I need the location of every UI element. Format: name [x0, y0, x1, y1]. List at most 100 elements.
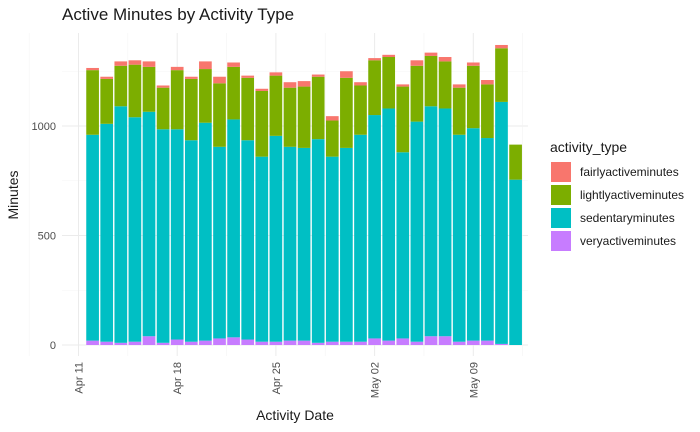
bar-segment-lightlyactiveminutes [340, 77, 353, 148]
bar-segment-fairlyactiveminutes [424, 52, 438, 56]
bar-segment-sedentaryminutes [86, 134, 99, 341]
legend-title: activity_type [550, 139, 627, 155]
bar-segment-veryactiveminutes [297, 340, 311, 345]
bar-segment-fairlyactiveminutes [452, 84, 466, 88]
bar-segment-veryactiveminutes [340, 341, 353, 345]
bar-segment-lightlyactiveminutes [86, 70, 99, 135]
x-tick-label: Apr 11 [74, 362, 86, 394]
y-tick-label: 1000 [32, 121, 56, 133]
bar-segment-veryactiveminutes [142, 336, 156, 345]
bar-segment-lightlyactiveminutes [227, 66, 240, 120]
bar-segment-fairlyactiveminutes [466, 62, 480, 66]
bar-segment-veryactiveminutes [495, 343, 508, 345]
bar-segment-sedentaryminutes [184, 140, 198, 342]
bar-segment-veryactiveminutes [452, 341, 466, 345]
bar-segment-sedentaryminutes [452, 134, 466, 342]
bar-segment-sedentaryminutes [255, 156, 269, 342]
bar-segment-sedentaryminutes [156, 129, 170, 343]
x-tick-label: Apr 25 [271, 362, 283, 394]
bar-segment-fairlyactiveminutes [213, 76, 226, 84]
bar-segment-fairlyactiveminutes [199, 61, 212, 70]
bar-segment-sedentaryminutes [495, 101, 508, 344]
bar-segment-fairlyactiveminutes [340, 71, 353, 78]
bar-segment-lightlyactiveminutes [156, 87, 170, 130]
bar-segment-veryactiveminutes [128, 341, 142, 345]
bar-segment-lightlyactiveminutes [354, 85, 367, 135]
bar-segment-veryactiveminutes [227, 337, 240, 345]
bar-segment-lightlyactiveminutes [382, 57, 396, 109]
legend-key-veryactiveminutes [551, 231, 571, 251]
bar-segment-sedentaryminutes [283, 146, 297, 341]
bar-segment-sedentaryminutes [142, 111, 156, 337]
bar-segment-fairlyactiveminutes [241, 75, 255, 78]
bar-segment-fairlyactiveminutes [114, 61, 128, 66]
bar-segment-veryactiveminutes [283, 340, 297, 345]
bar-segment-lightlyactiveminutes [424, 55, 438, 107]
bar-segment-sedentaryminutes [170, 129, 184, 340]
bar-segment-veryactiveminutes [241, 339, 255, 345]
bar-segment-lightlyactiveminutes [114, 65, 128, 107]
bar-segment-lightlyactiveminutes [452, 87, 466, 135]
legend: activity_type fairlyactiveminutes lightly… [550, 139, 684, 251]
bar-segment-veryactiveminutes [114, 342, 128, 345]
bar-segment-sedentaryminutes [396, 152, 410, 339]
bar-segment-lightlyactiveminutes [128, 64, 142, 118]
bar-segment-sedentaryminutes [438, 108, 452, 337]
bar-segment-sedentaryminutes [128, 117, 142, 342]
bar-segment-lightlyactiveminutes [269, 75, 283, 136]
bar-segment-lightlyactiveminutes [297, 86, 311, 148]
bar-segment-fairlyactiveminutes [396, 84, 410, 87]
legend-label: sedentaryminutes [580, 211, 675, 225]
bar-segment-veryactiveminutes [438, 336, 452, 345]
bar-segment-veryactiveminutes [199, 340, 212, 345]
bar-segment-veryactiveminutes [184, 341, 198, 345]
bar-segment-sedentaryminutes [114, 106, 128, 343]
bar-segment-sedentaryminutes [382, 108, 396, 341]
bar-segment-sedentaryminutes [368, 115, 381, 339]
bar-segment-fairlyactiveminutes [495, 44, 508, 49]
bar-segment-veryactiveminutes [354, 341, 367, 345]
bar-segment-veryactiveminutes [311, 342, 325, 345]
bar-segment-lightlyactiveminutes [142, 66, 156, 112]
bar-segment-veryactiveminutes [86, 340, 99, 345]
bar-segment-fairlyactiveminutes [100, 76, 114, 79]
bar-segment-lightlyactiveminutes [199, 69, 212, 123]
legend-label: fairlyactiveminutes [580, 165, 679, 179]
bar-segment-fairlyactiveminutes [481, 80, 494, 85]
y-tick-label: 500 [38, 231, 56, 243]
legend-label: veryactiveminutes [580, 234, 676, 248]
x-tick-label: Apr 18 [172, 362, 184, 394]
bar-segment-sedentaryminutes [424, 106, 438, 337]
bar-segment-sedentaryminutes [297, 147, 311, 341]
bar-segment-lightlyactiveminutes [170, 70, 184, 130]
bar-segment-lightlyactiveminutes [396, 86, 410, 153]
bar-segment-veryactiveminutes [100, 341, 114, 345]
legend-key-sedentaryminutes [551, 208, 571, 228]
bar-segment-lightlyactiveminutes [368, 60, 381, 116]
bar-segment-sedentaryminutes [410, 121, 424, 342]
bar-segment-veryactiveminutes [255, 341, 269, 345]
bars [86, 44, 522, 345]
bar-segment-fairlyactiveminutes [128, 60, 142, 65]
bar-segment-lightlyactiveminutes [495, 48, 508, 102]
bar-segment-veryactiveminutes [481, 340, 494, 345]
chart-title: Active Minutes by Activity Type [62, 5, 294, 24]
bar-segment-fairlyactiveminutes [297, 81, 311, 87]
bar-segment-veryactiveminutes [213, 338, 226, 345]
bar-segment-sedentaryminutes [340, 147, 353, 342]
bar-segment-veryactiveminutes [368, 338, 381, 345]
bar-segment-fairlyactiveminutes [410, 60, 424, 66]
bar-segment-fairlyactiveminutes [368, 58, 381, 61]
bar-segment-veryactiveminutes [325, 341, 339, 345]
bar-segment-veryactiveminutes [156, 342, 170, 345]
bar-segment-lightlyactiveminutes [481, 84, 494, 139]
bar-segment-sedentaryminutes [227, 119, 240, 338]
bar-segment-fairlyactiveminutes [86, 67, 99, 71]
x-tick-label: May 02 [370, 362, 382, 398]
bar-segment-lightlyactiveminutes [184, 78, 198, 141]
legend-label: lightlyactiveminutes [580, 188, 684, 202]
bar-segment-sedentaryminutes [509, 179, 522, 345]
legend-key-lightlyactiveminutes [551, 185, 571, 205]
bar-segment-lightlyactiveminutes [410, 65, 424, 122]
